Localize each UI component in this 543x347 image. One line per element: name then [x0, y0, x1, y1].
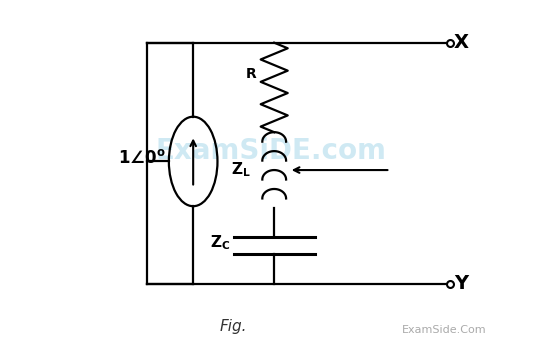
Text: Fig.: Fig.: [220, 319, 248, 334]
Text: $\mathbf{1{\angle}0^o}$: $\mathbf{1{\angle}0^o}$: [118, 149, 166, 167]
Text: X: X: [454, 33, 469, 52]
Text: $\mathbf{Z_L}$: $\mathbf{Z_L}$: [231, 161, 250, 179]
Text: R: R: [245, 67, 256, 81]
Text: ExamSiDE.com: ExamSiDE.com: [156, 137, 387, 165]
Text: $\mathbf{Z_C}$: $\mathbf{Z_C}$: [210, 233, 230, 252]
Text: Y: Y: [454, 274, 468, 293]
Text: ExamSide.Com: ExamSide.Com: [402, 325, 487, 335]
